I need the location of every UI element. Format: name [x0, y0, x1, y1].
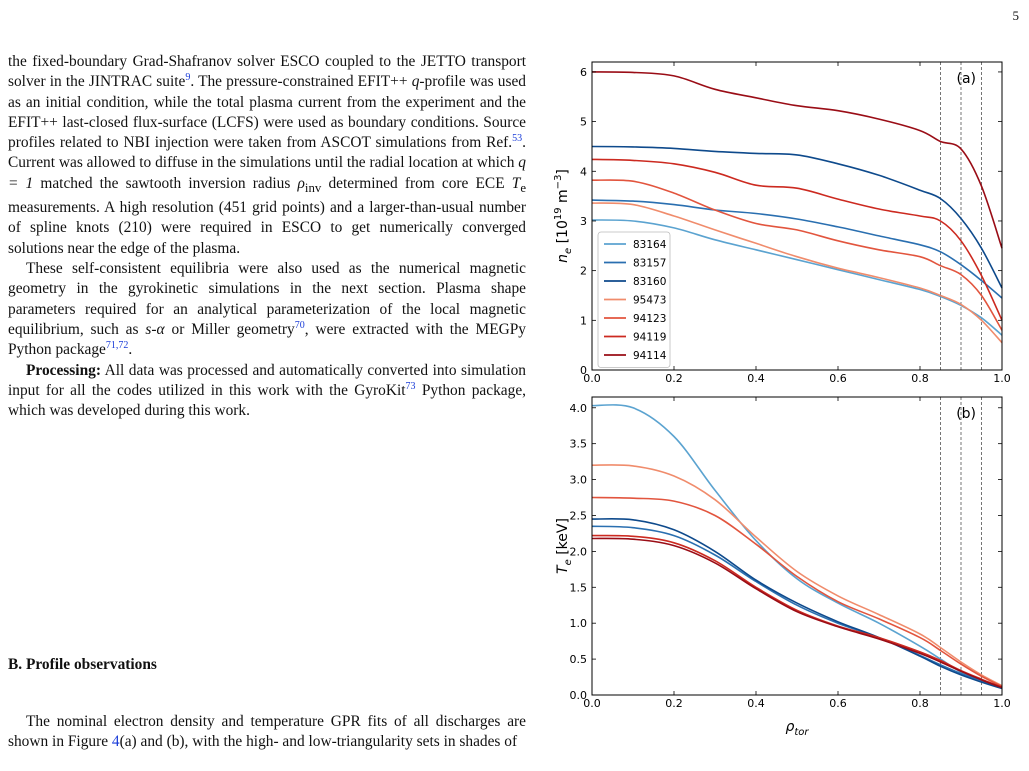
series-line-83160 [591, 145, 1003, 289]
plot-frame [591, 61, 1003, 371]
page-number: 5 [1012, 8, 1020, 23]
citation-link[interactable]: 9 [185, 72, 191, 84]
y-tick-label: 1.0 [570, 617, 588, 630]
x-tick-label: 0.2 [665, 697, 683, 710]
y-tick-label: 2.5 [570, 509, 588, 522]
body-text-column: the fixed-boundary Grad-Shafranov solver… [8, 52, 526, 421]
series-line-83157 [591, 199, 1003, 299]
series-line-83160 [591, 518, 1003, 690]
legend-entry: 95473 [633, 295, 666, 307]
legend-entry: 94114 [633, 350, 667, 362]
panel-label: (b) [956, 406, 976, 422]
y-tick-label: 6 [580, 66, 587, 79]
x-tick-label: 1.0 [993, 697, 1011, 710]
legend-entry: 83160 [633, 276, 666, 288]
series-line-94123 [591, 496, 1003, 688]
x-tick-label: 0.0 [583, 372, 601, 385]
x-tick-label: 0.6 [829, 697, 847, 710]
y-tick-label: 3.5 [570, 438, 588, 451]
figure-4: 0.0 0.2 0.4 0.6 0.8 1.0 0 1 2 3 4 5 6 (a) ne [1019 m−3… [553, 61, 1011, 738]
y-axis-label: Te [keV] [555, 518, 574, 574]
citation-link[interactable]: 71,72 [105, 340, 129, 352]
y-tick-label: 5 [580, 116, 587, 129]
series-line-94114 [591, 71, 1003, 249]
legend-box [597, 231, 671, 368]
figure-ref-link[interactable]: 4 [111, 733, 120, 751]
y-tick-label: 0.0 [570, 689, 588, 702]
chart-panel-density: 0.0 0.2 0.4 0.6 0.8 1.0 0 1 2 3 4 5 6 (a) ne [1019 m−3… [553, 61, 1011, 385]
y-tick-label: 0 [580, 364, 587, 377]
x-tick-label: 0.8 [911, 372, 929, 385]
series-line-83164 [591, 219, 1003, 336]
y-tick-label: 3 [580, 215, 587, 228]
paragraph-geometry: These self-consistent equilibria were al… [8, 260, 526, 359]
chart-panel-temperature: 0.0 0.2 0.4 0.6 0.8 1.0 0.0 0.5 1.0 1.5 2.0 2.5 3.0 3… [555, 396, 1011, 738]
legend-entry: 83164 [633, 239, 667, 251]
plot-frame [591, 396, 1003, 696]
y-tick-label: 2.0 [570, 545, 588, 558]
y-tick-label: 4 [580, 165, 587, 178]
legend-entry: 83157 [633, 258, 666, 270]
y-tick-label: 4.0 [570, 402, 588, 415]
paragraph-profile-observations: The nominal electron density and tempera… [8, 713, 526, 751]
x-tick-label: 0.4 [747, 697, 765, 710]
y-axis-label: ne [1019 m−3] [553, 169, 574, 263]
series-line-94114 [591, 537, 1003, 689]
paragraph-processing: Processing: All data was processed and a… [8, 361, 526, 420]
series-line-94123 [591, 179, 1003, 331]
legend: 83164 83157 83160 95473 94123 94119 94114 [597, 231, 671, 368]
series-line-95473 [591, 464, 1003, 687]
series-line-95473 [591, 202, 1003, 344]
x-tick-label: 0.6 [829, 372, 847, 385]
y-tick-label: 1.5 [570, 581, 588, 594]
panel-label: (a) [956, 71, 976, 87]
y-tick-label: 1 [580, 314, 587, 327]
paragraph-equilibrium: the fixed-boundary Grad-Shafranov solver… [8, 53, 527, 257]
series-line-94119 [591, 158, 1003, 321]
y-tick-label: 3.0 [570, 474, 588, 487]
x-tick-label: 0.0 [583, 697, 601, 710]
series-line-83157 [591, 525, 1003, 689]
y-tick-label: 0.5 [570, 653, 588, 666]
legend-entry: 94119 [633, 332, 666, 344]
x-tick-label: 1.0 [993, 372, 1011, 385]
y-tick-label: 2 [580, 265, 587, 278]
section-heading: B. Profile observations [8, 656, 157, 673]
x-tick-label: 0.8 [911, 697, 929, 710]
x-tick-label: 0.2 [665, 372, 683, 385]
x-tick-label: 0.4 [747, 372, 765, 385]
x-axis-label: ρtor [785, 719, 809, 738]
citation-link[interactable]: 53 [512, 133, 523, 145]
legend-entry: 94123 [633, 313, 666, 325]
citation-link[interactable]: 70 [294, 319, 305, 331]
citation-link[interactable]: 73 [405, 380, 416, 392]
